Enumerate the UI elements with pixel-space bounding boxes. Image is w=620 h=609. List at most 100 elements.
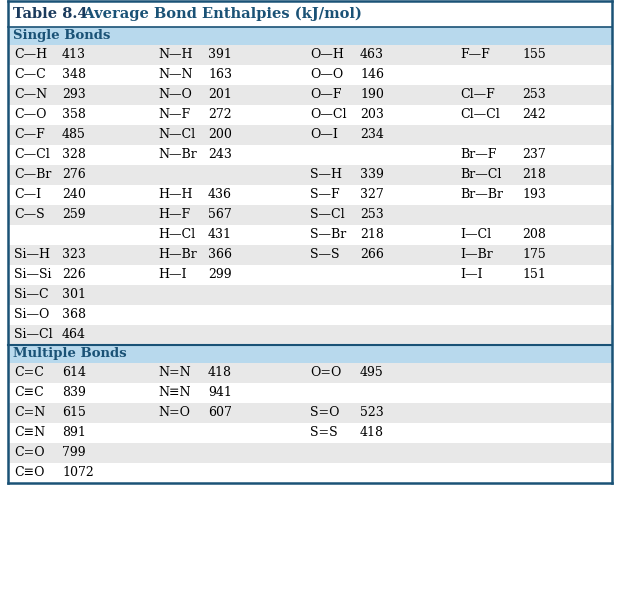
Text: Single Bonds: Single Bonds xyxy=(13,29,110,43)
Text: C—F: C—F xyxy=(14,128,45,141)
Text: C—C: C—C xyxy=(14,68,46,82)
Bar xyxy=(8,403,612,423)
Text: N—H: N—H xyxy=(158,49,192,62)
Bar xyxy=(8,285,612,305)
Bar xyxy=(8,443,612,463)
Bar xyxy=(8,85,612,105)
Text: Cl—F: Cl—F xyxy=(460,88,495,102)
Text: I—I: I—I xyxy=(460,269,482,281)
Text: 201: 201 xyxy=(208,88,232,102)
Text: 293: 293 xyxy=(62,88,86,102)
Text: C—S: C—S xyxy=(14,208,45,222)
Text: Table 8.4: Table 8.4 xyxy=(13,7,87,21)
Text: C—N: C—N xyxy=(14,88,47,102)
Text: 523: 523 xyxy=(360,406,384,420)
Text: 368: 368 xyxy=(62,309,86,322)
Text: C—I: C—I xyxy=(14,189,41,202)
Text: N—F: N—F xyxy=(158,108,190,122)
Text: 259: 259 xyxy=(62,208,86,222)
Bar xyxy=(8,363,612,383)
Bar xyxy=(8,345,612,363)
Text: N—N: N—N xyxy=(158,68,192,82)
Text: 146: 146 xyxy=(360,68,384,82)
Text: 495: 495 xyxy=(360,367,384,379)
Text: Si—O: Si—O xyxy=(14,309,50,322)
Text: S—Br: S—Br xyxy=(310,228,346,242)
Text: 891: 891 xyxy=(62,426,86,440)
Text: Cl—Cl: Cl—Cl xyxy=(460,108,500,122)
Text: 151: 151 xyxy=(522,269,546,281)
Text: S—F: S—F xyxy=(310,189,340,202)
Text: C=N: C=N xyxy=(14,406,45,420)
Bar xyxy=(8,185,612,205)
Bar xyxy=(8,27,612,45)
Bar xyxy=(8,125,612,145)
Text: 240: 240 xyxy=(62,189,86,202)
Text: Br—Br: Br—Br xyxy=(460,189,503,202)
Bar xyxy=(8,205,612,225)
Text: 436: 436 xyxy=(208,189,232,202)
Bar xyxy=(8,463,612,483)
Text: S=S: S=S xyxy=(310,426,338,440)
Bar xyxy=(8,305,612,325)
Text: O—Cl: O—Cl xyxy=(310,108,347,122)
Text: I—Cl: I—Cl xyxy=(460,228,491,242)
Text: 327: 327 xyxy=(360,189,384,202)
Text: Si—Cl: Si—Cl xyxy=(14,328,53,342)
Text: 839: 839 xyxy=(62,387,86,400)
Text: 463: 463 xyxy=(360,49,384,62)
Text: Multiple Bonds: Multiple Bonds xyxy=(13,348,126,361)
Text: C—O: C—O xyxy=(14,108,46,122)
Text: 1072: 1072 xyxy=(62,466,94,479)
Text: 237: 237 xyxy=(522,149,546,161)
Bar xyxy=(8,245,612,265)
Text: C≡N: C≡N xyxy=(14,426,45,440)
Text: 208: 208 xyxy=(522,228,546,242)
Text: 253: 253 xyxy=(522,88,546,102)
Text: S—Cl: S—Cl xyxy=(310,208,345,222)
Text: C=C: C=C xyxy=(14,367,44,379)
Text: O—F: O—F xyxy=(310,88,342,102)
Text: S—H: S—H xyxy=(310,169,342,181)
Text: 485: 485 xyxy=(62,128,86,141)
Text: 615: 615 xyxy=(62,406,86,420)
Text: 567: 567 xyxy=(208,208,232,222)
Text: O—H: O—H xyxy=(310,49,344,62)
Text: 163: 163 xyxy=(208,68,232,82)
Text: 203: 203 xyxy=(360,108,384,122)
Text: Si—C: Si—C xyxy=(14,289,48,301)
Bar xyxy=(8,105,612,125)
Text: 391: 391 xyxy=(208,49,232,62)
Text: 234: 234 xyxy=(360,128,384,141)
Text: 243: 243 xyxy=(208,149,232,161)
Text: N—Br: N—Br xyxy=(158,149,197,161)
Bar xyxy=(8,45,612,65)
Bar xyxy=(8,145,612,165)
Text: H—I: H—I xyxy=(158,269,187,281)
Text: 941: 941 xyxy=(208,387,232,400)
Text: 218: 218 xyxy=(360,228,384,242)
Text: H—H: H—H xyxy=(158,189,192,202)
Text: N—O: N—O xyxy=(158,88,192,102)
Text: Si—Si: Si—Si xyxy=(14,269,51,281)
Text: C—H: C—H xyxy=(14,49,47,62)
Bar xyxy=(8,165,612,185)
Text: 242: 242 xyxy=(522,108,546,122)
Text: H—F: H—F xyxy=(158,208,190,222)
Text: 607: 607 xyxy=(208,406,232,420)
Bar xyxy=(8,383,612,403)
Text: 266: 266 xyxy=(360,248,384,261)
Text: Br—Cl: Br—Cl xyxy=(460,169,502,181)
Text: 413: 413 xyxy=(62,49,86,62)
Text: 366: 366 xyxy=(208,248,232,261)
Text: N≡N: N≡N xyxy=(158,387,190,400)
Text: 226: 226 xyxy=(62,269,86,281)
Text: 323: 323 xyxy=(62,248,86,261)
Bar xyxy=(8,1,612,27)
Text: N=O: N=O xyxy=(158,406,190,420)
Text: O—O: O—O xyxy=(310,68,343,82)
Text: 339: 339 xyxy=(360,169,384,181)
Text: 418: 418 xyxy=(208,367,232,379)
Bar xyxy=(8,225,612,245)
Text: C≡O: C≡O xyxy=(14,466,45,479)
